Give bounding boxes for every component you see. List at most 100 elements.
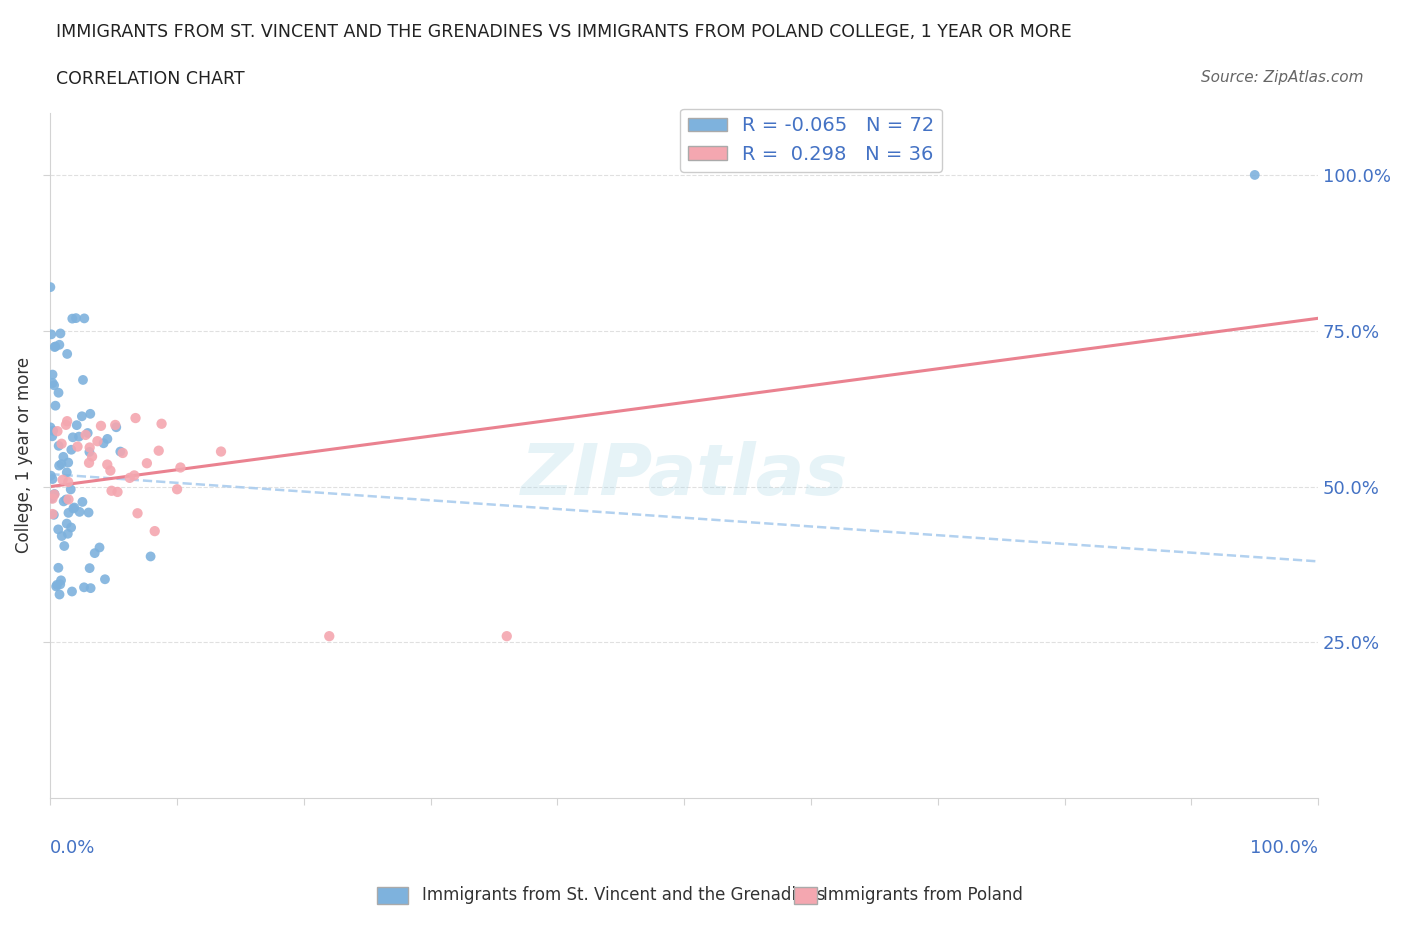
- Point: [318, 629, 340, 644]
- Point: [166, 482, 188, 497]
- Point: [110, 445, 132, 459]
- Point: [48, 561, 70, 576]
- Point: [80, 449, 103, 464]
- Point: [41, 472, 63, 486]
- Point: [60, 584, 83, 599]
- Point: [65, 311, 87, 325]
- Point: [66, 439, 89, 454]
- Point: [49, 326, 72, 341]
- Text: IMMIGRANTS FROM ST. VINCENT AND THE GRENADINES VS IMMIGRANTS FROM POLAND COLLEGE: IMMIGRANTS FROM ST. VINCENT AND THE GREN…: [56, 23, 1071, 41]
- Point: [83, 546, 105, 561]
- Text: CORRELATION CHART: CORRELATION CHART: [56, 70, 245, 87]
- Point: [39, 327, 62, 342]
- Point: [44, 398, 66, 413]
- Point: [41, 507, 63, 522]
- Point: [139, 549, 162, 564]
- Text: Immigrants from Poland: Immigrants from Poland: [823, 885, 1022, 904]
- Text: 0.0%: 0.0%: [51, 840, 96, 857]
- Point: [70, 409, 93, 424]
- Point: [49, 573, 72, 588]
- Point: [86, 433, 108, 448]
- Legend: R = -0.065   N = 72, R =  0.298   N = 36: R = -0.065 N = 72, R = 0.298 N = 36: [681, 109, 942, 172]
- Point: [100, 484, 122, 498]
- Text: Immigrants from St. Vincent and the Grenadines: Immigrants from St. Vincent and the Gren…: [422, 885, 825, 904]
- Point: [79, 561, 101, 576]
- Point: [59, 482, 82, 497]
- Point: [107, 485, 129, 499]
- Point: [55, 418, 77, 432]
- Point: [150, 417, 173, 432]
- Text: ZIPatlas: ZIPatlas: [520, 442, 848, 511]
- Point: [51, 528, 73, 543]
- Point: [72, 495, 94, 510]
- Point: [41, 376, 63, 391]
- Point: [118, 471, 141, 485]
- Point: [41, 491, 63, 506]
- Point: [73, 580, 96, 595]
- Point: [58, 505, 80, 520]
- Point: [143, 524, 166, 538]
- Point: [60, 443, 83, 458]
- Point: [58, 474, 80, 489]
- Point: [39, 468, 62, 483]
- Point: [96, 458, 118, 472]
- Point: [77, 456, 100, 471]
- Point: [60, 520, 83, 535]
- Point: [44, 486, 66, 501]
- Point: [39, 280, 62, 295]
- Point: [76, 426, 98, 441]
- Point: [79, 445, 101, 459]
- Point: [96, 432, 118, 446]
- Point: [111, 445, 134, 460]
- Point: [41, 367, 63, 382]
- Point: [46, 578, 69, 592]
- Point: [66, 418, 89, 432]
- Text: Source: ZipAtlas.com: Source: ZipAtlas.com: [1201, 70, 1364, 85]
- Point: [62, 430, 84, 445]
- Point: [56, 347, 79, 362]
- Point: [73, 311, 96, 325]
- Y-axis label: College, 1 year or more: College, 1 year or more: [15, 357, 32, 553]
- Point: [39, 420, 62, 435]
- Point: [89, 540, 111, 555]
- Point: [48, 338, 70, 352]
- Point: [72, 373, 94, 388]
- Point: [124, 411, 146, 426]
- Point: [55, 492, 77, 507]
- Point: [100, 463, 122, 478]
- Point: [48, 458, 70, 473]
- Point: [104, 418, 127, 432]
- Point: [56, 414, 79, 429]
- Point: [55, 516, 77, 531]
- Point: [58, 455, 80, 470]
- Point: [105, 419, 128, 434]
- Point: [1243, 167, 1265, 182]
- Point: [69, 504, 91, 519]
- Point: [46, 424, 69, 439]
- Point: [56, 526, 79, 541]
- Point: [148, 444, 170, 458]
- Point: [75, 428, 97, 443]
- Point: [42, 423, 65, 438]
- Point: [48, 587, 70, 602]
- Point: [53, 538, 76, 553]
- Point: [48, 438, 70, 453]
- Point: [44, 339, 66, 354]
- Point: [44, 487, 66, 502]
- Point: [122, 468, 145, 483]
- Point: [49, 577, 72, 591]
- Point: [48, 385, 70, 400]
- Point: [51, 457, 73, 472]
- Point: [77, 505, 100, 520]
- Point: [42, 378, 65, 392]
- Text: 100.0%: 100.0%: [1250, 840, 1319, 857]
- Point: [495, 629, 517, 644]
- Point: [56, 465, 79, 480]
- Point: [52, 472, 75, 487]
- Point: [42, 508, 65, 523]
- Point: [79, 440, 101, 455]
- Point: [67, 429, 90, 444]
- Point: [90, 418, 112, 433]
- Point: [51, 436, 73, 451]
- Point: [46, 522, 69, 537]
